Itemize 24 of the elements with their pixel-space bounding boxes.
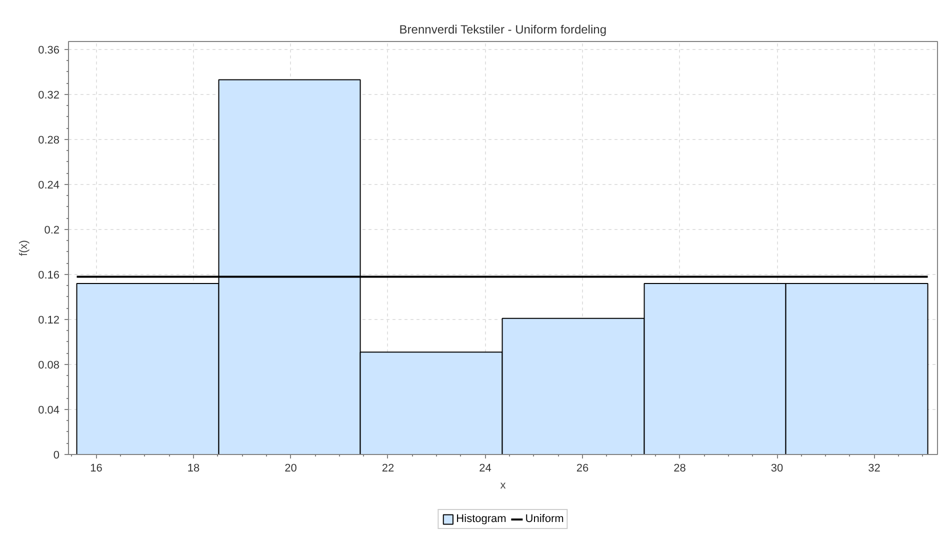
y-tick-label: 0.24 xyxy=(38,179,60,192)
x-tick-label: 16 xyxy=(90,462,102,474)
legend-label: Histogram xyxy=(456,513,506,525)
y-tick-label: 0.04 xyxy=(38,404,60,416)
y-tick-label: 0.28 xyxy=(38,134,60,146)
y-tick-label: 0.2 xyxy=(44,224,60,236)
y-tick-label: 0 xyxy=(53,450,60,462)
y-tick-label: 0.36 xyxy=(38,44,60,56)
x-tick-label: 18 xyxy=(187,462,200,474)
x-tick-label: 30 xyxy=(770,462,784,474)
legend-label: Uniform xyxy=(525,513,564,525)
chart-title: Brennverdi Tekstiler - Uniform fordeling xyxy=(399,22,606,36)
y-tick-label: 0.12 xyxy=(38,314,60,326)
x-tick-label: 24 xyxy=(479,462,492,474)
x-tick-label: 26 xyxy=(576,462,589,474)
y-tick-label: 0.32 xyxy=(38,89,60,102)
y-tick-label: 0.16 xyxy=(38,269,60,282)
y-axis-title: f(x) xyxy=(18,240,30,256)
x-tick-label: 20 xyxy=(284,462,297,474)
y-tick-label: 0.08 xyxy=(38,359,60,372)
x-axis-title: x xyxy=(500,480,506,492)
x-tick-label: 28 xyxy=(674,462,686,474)
x-tick-label: 22 xyxy=(382,462,394,474)
x-tick-label: 32 xyxy=(868,462,880,474)
